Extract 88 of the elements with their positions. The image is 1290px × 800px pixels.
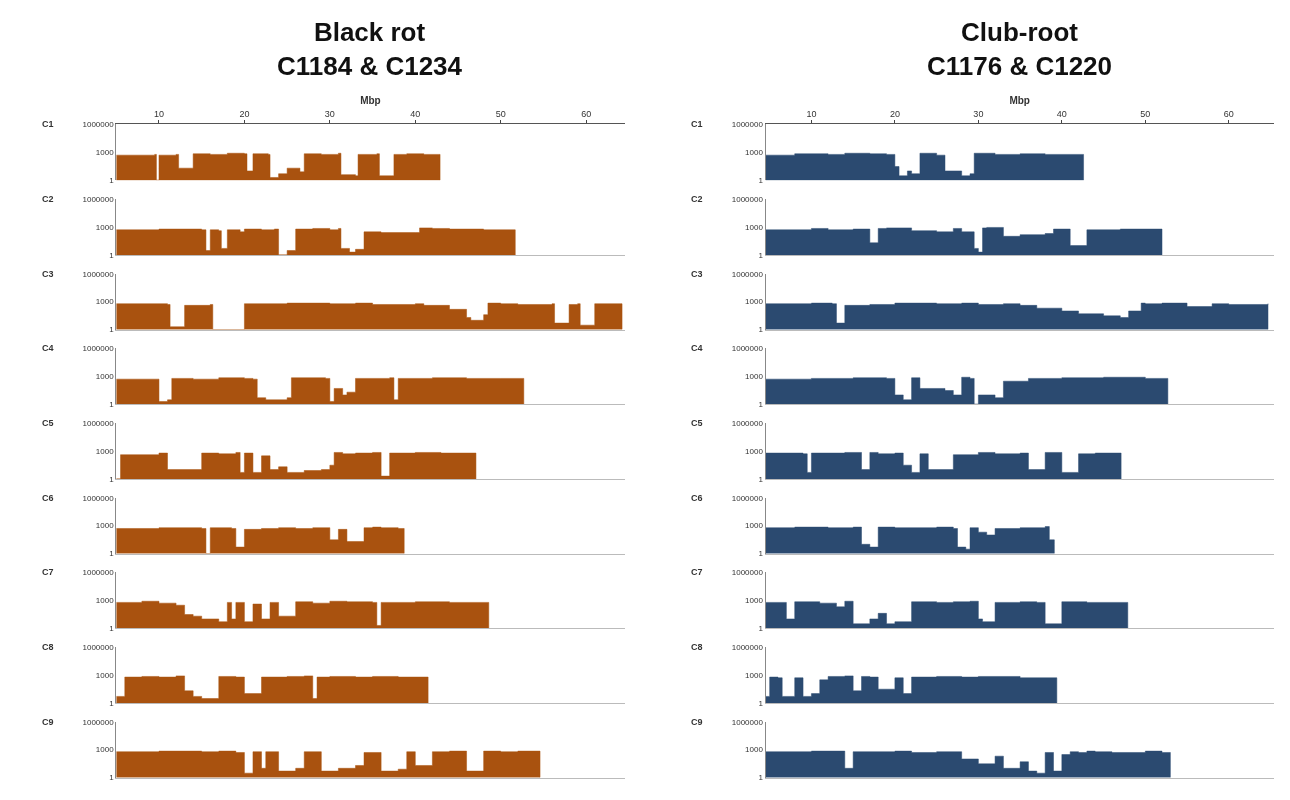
y-tick-label: 1 [758, 698, 764, 708]
y-tick-label: 1000 [745, 745, 764, 755]
y-tick-label: 1000000 [82, 642, 115, 652]
y-tick-label: 1000 [745, 372, 764, 382]
x-tick-label: 50 [495, 108, 506, 119]
y-axis-title: C9 [42, 717, 54, 727]
y-axis-title: C3 [42, 269, 54, 279]
y-tick-label: 1 [109, 773, 115, 783]
y-tick-label: 1000 [745, 521, 764, 531]
y-tick-label: 1 [758, 400, 764, 410]
y-axis-title: C8 [691, 642, 703, 652]
x-tick-label: 30 [324, 108, 335, 119]
y-tick-label: 1000000 [82, 120, 115, 130]
y-axis-title: C3 [691, 269, 703, 279]
y-axis-title: C7 [691, 567, 703, 577]
y-tick-label: 1 [109, 176, 115, 186]
y-tick-label: 1 [109, 549, 115, 559]
y-axis-title: C9 [691, 717, 703, 727]
x-axis-title: Mbp [360, 94, 381, 106]
y-tick-label: 1000000 [731, 418, 764, 428]
x-tick-label: 60 [1223, 108, 1234, 119]
y-tick-label: 1000 [745, 670, 764, 680]
y-axis-title: C6 [691, 493, 703, 503]
y-axis-title: C1 [42, 119, 54, 129]
y-tick-label: 1000 [745, 148, 764, 158]
x-tick-label: 10 [806, 108, 817, 119]
y-tick-label: 1000000 [731, 194, 764, 204]
y-axis-title: C5 [42, 418, 54, 428]
y-tick-label: 1000 [745, 222, 764, 232]
y-tick-label: 1 [758, 176, 764, 186]
y-tick-label: 1000000 [82, 344, 115, 354]
y-tick-label: 1000 [95, 670, 115, 680]
y-tick-label: 1000000 [731, 568, 764, 578]
y-tick-label: 1000 [95, 297, 115, 307]
y-tick-label: 1 [758, 549, 764, 559]
y-tick-label: 1000000 [731, 344, 764, 354]
x-tick-label: 30 [973, 108, 984, 119]
y-tick-label: 1000000 [731, 493, 764, 503]
y-tick-label: 1000 [745, 297, 764, 307]
y-tick-label: 1000000 [82, 269, 115, 279]
y-tick-label: 1 [758, 325, 764, 335]
y-tick-label: 1000 [745, 596, 764, 606]
y-tick-label: 1000000 [731, 717, 764, 727]
y-tick-label: 1 [758, 474, 764, 484]
y-tick-label: 1 [758, 624, 764, 634]
y-tick-label: 1000 [745, 446, 764, 456]
y-tick-label: 1 [758, 250, 764, 260]
y-axis-title: C4 [691, 343, 703, 353]
x-tick-label: 50 [1140, 108, 1151, 119]
y-tick-label: 1000000 [82, 418, 115, 428]
y-tick-label: 1000 [95, 596, 115, 606]
y-tick-label: 1 [109, 624, 115, 634]
y-axis-title: C2 [42, 194, 54, 204]
x-tick-label: 20 [889, 108, 900, 119]
y-axis-title: C6 [42, 493, 54, 503]
y-axis-title: C1 [691, 119, 703, 129]
y-axis-title: C5 [691, 418, 703, 428]
y-tick-label: 1000000 [82, 568, 115, 578]
y-tick-label: 1 [109, 250, 115, 260]
chart-title: Black rot C1184 & C1234 [277, 17, 463, 81]
y-tick-label: 1000000 [82, 493, 115, 503]
y-tick-label: 1 [109, 698, 115, 708]
y-tick-label: 1 [109, 325, 115, 335]
y-tick-label: 1 [758, 773, 764, 783]
y-tick-label: 1 [109, 474, 115, 484]
y-axis-title: C8 [42, 642, 54, 652]
y-axis-title: C4 [42, 343, 54, 353]
y-tick-label: 1000 [95, 446, 115, 456]
y-tick-label: 1000000 [731, 642, 764, 652]
y-tick-label: 1000 [95, 745, 115, 755]
y-tick-label: 1000 [95, 372, 115, 382]
y-tick-label: 1000 [95, 521, 115, 531]
x-axis-title: Mbp [1009, 94, 1030, 106]
y-tick-label: 1000000 [731, 120, 764, 130]
chart-title: Club-root C1176 & C1220 [927, 17, 1113, 81]
y-tick-label: 1000000 [82, 717, 115, 727]
y-tick-label: 1 [109, 400, 115, 410]
x-tick-label: 40 [410, 108, 421, 119]
x-tick-label: 10 [153, 108, 164, 119]
x-tick-label: 40 [1056, 108, 1067, 119]
x-tick-label: 60 [581, 108, 592, 119]
y-tick-label: 1000 [95, 222, 115, 232]
y-axis-title: C2 [691, 194, 703, 204]
y-tick-label: 1000 [95, 148, 115, 158]
x-tick-label: 20 [239, 108, 250, 119]
y-tick-label: 1000000 [82, 194, 115, 204]
y-axis-title: C7 [42, 567, 54, 577]
y-tick-label: 1000000 [731, 269, 764, 279]
